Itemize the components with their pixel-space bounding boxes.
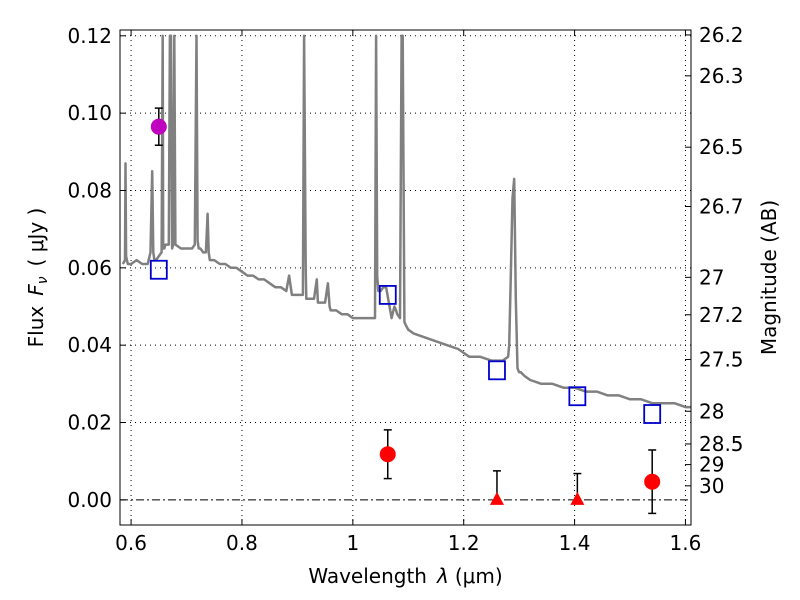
y-tick-label: 0.06 bbox=[67, 256, 112, 280]
model-spectrum-line bbox=[121, 34, 691, 409]
y2-tick-label: 28 bbox=[699, 399, 724, 423]
x-tick-label: 1.2 bbox=[448, 531, 480, 555]
model-photometry-point bbox=[643, 404, 662, 424]
y2-tick-label: 30 bbox=[699, 474, 724, 498]
y2-tick-label: 27.5 bbox=[699, 347, 744, 371]
photometry-points bbox=[149, 107, 662, 515]
measured-flux-point bbox=[644, 473, 661, 490]
y2-axis-label: Magnitude (AB) bbox=[757, 200, 781, 355]
y-tick-label: 0.00 bbox=[67, 488, 112, 512]
y2-tick-label: 26.2 bbox=[699, 23, 744, 47]
model-photometry-point bbox=[488, 360, 506, 381]
y2-tick-label: 28.5 bbox=[699, 432, 744, 456]
x-tick-label: 1 bbox=[346, 531, 359, 555]
y2-tick-label: 29 bbox=[699, 453, 724, 477]
model-spectrum bbox=[121, 34, 691, 409]
x-axis-label: Wavelength λ (μm) bbox=[308, 564, 502, 588]
x-tick-label: 1.6 bbox=[670, 531, 702, 555]
y-tick-label: 0.12 bbox=[67, 24, 112, 48]
upper-limit-point bbox=[570, 491, 585, 505]
y-tick-label: 0.08 bbox=[67, 178, 112, 202]
plot-frame bbox=[119, 29, 692, 526]
upper-limit-point bbox=[489, 491, 504, 505]
y-tick-label: 0.04 bbox=[67, 333, 112, 357]
model-photometry-point bbox=[568, 386, 587, 407]
model-photometry-point bbox=[378, 285, 397, 305]
y2-tick-label: 27 bbox=[699, 265, 724, 289]
axis-ticks: 0.6 0.8 1 1.2 1.4 1.6 0.00 0.02 0.04 0.06 0.08 0.10… bbox=[67, 23, 743, 555]
x-tick-label: 1.4 bbox=[559, 531, 591, 555]
y2-tick-label: 27.2 bbox=[699, 303, 744, 327]
y2-tick-label: 26.3 bbox=[699, 64, 744, 88]
y-tick-label: 0.10 bbox=[67, 101, 112, 125]
x-tick-label: 0.8 bbox=[226, 531, 258, 555]
y-axis-label: FluxFν( μJy ) bbox=[24, 208, 51, 348]
y2-tick-label: 26.7 bbox=[699, 195, 744, 219]
measured-flux-point bbox=[150, 118, 167, 135]
y-tick-label: 0.02 bbox=[67, 411, 112, 435]
y2-tick-label: 26.5 bbox=[699, 135, 744, 159]
model-photometry-point bbox=[149, 259, 168, 280]
measured-flux-point bbox=[379, 446, 396, 463]
grid bbox=[120, 30, 691, 525]
x-tick-label: 0.6 bbox=[115, 531, 147, 555]
